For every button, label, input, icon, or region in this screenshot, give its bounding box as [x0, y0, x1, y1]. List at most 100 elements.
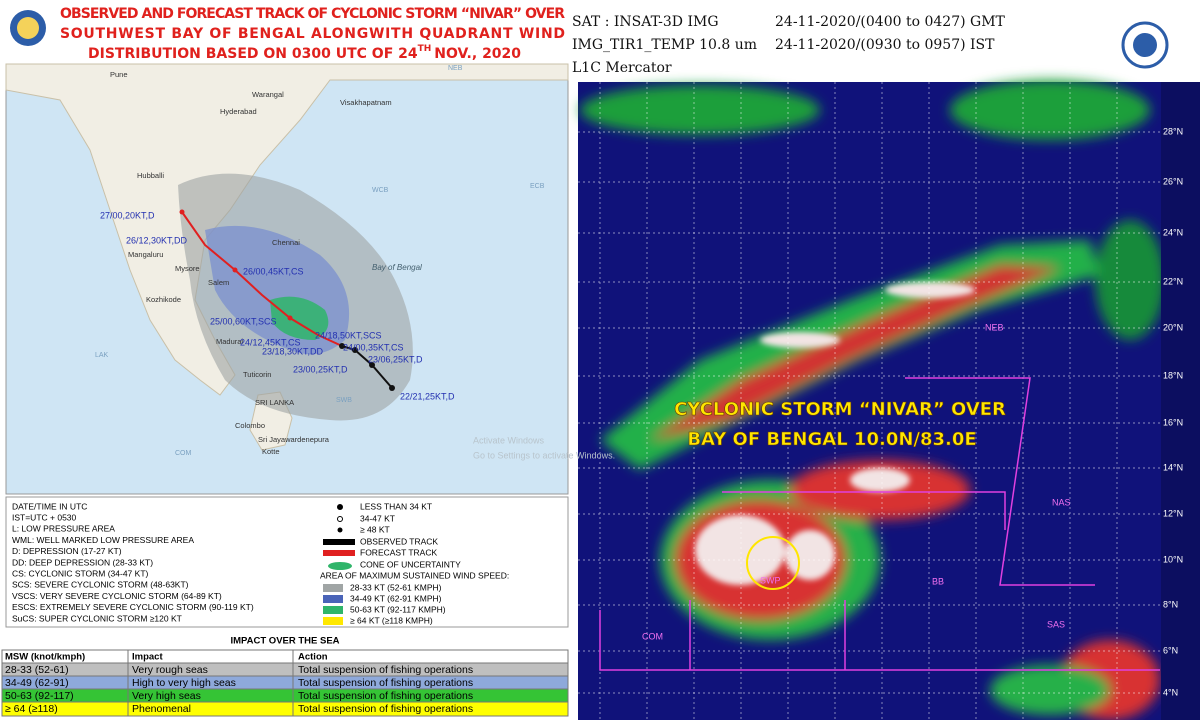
legend-line: WML: WELL MARKED LOW PRESSURE AREA	[12, 535, 194, 545]
overlay-text: CYCLONIC STORM “NIVAR” OVER	[674, 399, 1006, 420]
observed-track	[341, 345, 393, 389]
latitude-label: 18°N	[1163, 370, 1183, 380]
imd-logo-right	[1121, 21, 1169, 69]
track-point	[179, 209, 185, 215]
legend-item: OBSERVED TRACK	[360, 536, 438, 546]
latitude-label: 12°N	[1163, 508, 1183, 518]
legend-line: DATE/TIME IN UTC	[12, 501, 87, 511]
boundary	[599, 610, 1160, 671]
table-cell: 28-33 (52-61)	[5, 664, 69, 676]
cloud-band-core	[650, 265, 1060, 440]
table-cell: Total suspension of fishing operations	[298, 664, 473, 676]
city-label: Colombo	[235, 421, 265, 430]
legend-line: L: LOW PRESSURE AREA	[12, 524, 115, 534]
header-text: SAT : INSAT-3D IMG	[572, 14, 719, 30]
legend-item: 50-63 KT (92-117 KMPH)	[350, 604, 446, 614]
city-label: Kotte	[262, 447, 280, 456]
city-label: Kozhikode	[146, 295, 181, 304]
track-label: 23/00,25KT,D	[293, 364, 348, 374]
watermark: Go to Settings to activate Windows.	[473, 450, 615, 460]
latitude-label: 8°N	[1163, 599, 1178, 609]
legend-item: ≥ 48 KT	[360, 524, 390, 534]
title-line: OBSERVED AND FORECAST TRACK OF CYCLONIC …	[60, 6, 565, 22]
table-row	[1, 662, 569, 677]
latitude-label: 4°N	[1163, 687, 1178, 697]
city-label: Hyderabad	[220, 107, 257, 116]
table-title: IMPACT OVER THE SEA	[230, 636, 339, 647]
table-cell: Very rough seas	[132, 664, 208, 676]
sea-label: LAK	[95, 352, 109, 359]
title-text: NOV., 2020	[434, 46, 521, 62]
table-cell: 50-63 (92-117)	[5, 690, 74, 702]
forecast-track	[181, 211, 343, 347]
legend-item: 34-47 KT	[360, 513, 395, 523]
table-cell: ≥ 64 (≥118)	[5, 703, 58, 715]
track-point	[352, 347, 358, 353]
legend-symbol	[337, 504, 343, 510]
legend-swatch	[323, 617, 343, 625]
legend-symbol	[337, 516, 343, 522]
city-label: Hubballi	[137, 171, 164, 180]
track-label: 22/21,25KT,D	[400, 391, 455, 401]
sea-label: Bay of Bengal	[372, 263, 422, 272]
latitude-label: 14°N	[1163, 462, 1183, 472]
legend-symbol	[328, 562, 352, 570]
track-label: 24/00,35KT,CS	[343, 342, 404, 352]
legend-line: SCS: SEVERE CYCLONIC STORM (48-63KT)	[12, 580, 189, 590]
city-label: Mysore	[175, 264, 200, 273]
latitude-label: 22°N	[1163, 276, 1183, 286]
legend-line: CS: CYCLONIC STORM (34-47 KT)	[12, 568, 149, 578]
table-header-row	[1, 649, 569, 664]
cloud-tops	[695, 282, 975, 585]
legend-line: VSCS: VERY SEVERE CYCLONIC STORM (64-89 …	[12, 591, 222, 601]
latitude-label: 28°N	[1163, 126, 1183, 136]
legend-item: ≥ 64 KT (≥118 KMPH)	[350, 615, 433, 625]
table-cell: 34-49 (62-91)	[5, 677, 69, 689]
legend-item: AREA OF MAXIMUM SUSTAINED WIND SPEED:	[320, 570, 509, 580]
logo-center	[1133, 33, 1157, 57]
cloud	[990, 665, 1110, 715]
legend-box	[5, 496, 569, 628]
watermark: Activate Windows	[473, 435, 545, 445]
legend-symbols	[323, 504, 355, 625]
track-label: 26/00,45KT,CS	[243, 266, 304, 276]
sea-label: WCB	[372, 187, 389, 194]
track-point	[232, 267, 238, 273]
legend-item: 28-33 KT (52-61 KMPH)	[350, 582, 442, 592]
table-cell: Total suspension of fishing operations	[298, 677, 473, 689]
title-superscript: TH	[418, 44, 432, 54]
sea-area-boundaries	[599, 377, 1160, 671]
header-text: IMG_TIR1_TEMP 10.8 um	[572, 37, 757, 53]
title-line: DISTRIBUTION BASED ON 0300 UTC OF 24TH NO…	[88, 44, 521, 63]
header-text: 24-11-2020/(0930 to 0957) IST	[775, 37, 995, 53]
city-label: Warangal	[252, 90, 284, 99]
legend-swatch	[323, 606, 343, 614]
table-column-header: Impact	[132, 652, 163, 663]
legend-item: FORECAST TRACK	[360, 547, 437, 557]
region-label: SAS	[1047, 619, 1065, 629]
sea-label: COM	[175, 450, 192, 457]
cloud-top	[850, 468, 910, 492]
city-label: Tuticorin	[243, 370, 271, 379]
sea-label: NEB	[448, 65, 463, 72]
table-cell: Total suspension of fishing operations	[298, 703, 473, 715]
cloud	[580, 85, 820, 135]
region-label: SWP	[760, 575, 781, 585]
table-column-header: Action	[298, 652, 328, 663]
legend-item: LESS THAN 34 KT	[360, 501, 432, 511]
legend-symbol	[337, 527, 343, 533]
track-label: 25/00,60KT,SCS	[210, 316, 277, 326]
imd-logo	[10, 10, 46, 46]
legend-line: D: DEPRESSION (17-27 KT)	[12, 546, 122, 556]
table-row	[1, 701, 569, 717]
track-point	[369, 362, 375, 368]
region-label: NEB	[985, 322, 1004, 332]
sea-label: SWB	[336, 397, 352, 404]
region-label: COM	[642, 631, 663, 641]
city-label: Visakhapatnam	[340, 98, 392, 107]
cloud-top	[695, 515, 785, 585]
header-text: L1C Mercator	[572, 60, 672, 76]
latitude-label: 6°N	[1163, 645, 1178, 655]
